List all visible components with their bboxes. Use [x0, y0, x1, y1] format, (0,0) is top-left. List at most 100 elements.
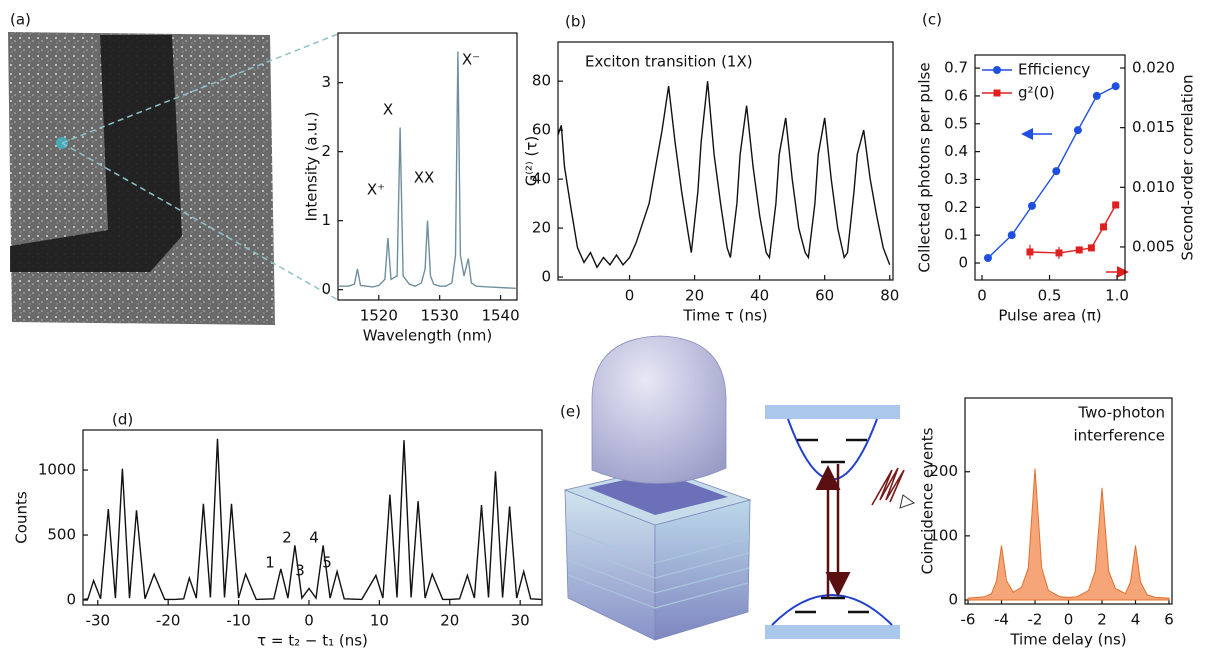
y-tick-label: 100: [929, 526, 958, 544]
y2-tick-label: 0.005: [1132, 237, 1175, 255]
x-axis-label: Pulse area (π): [998, 307, 1101, 325]
point: [1026, 248, 1034, 256]
y-tick-label: 0: [948, 590, 958, 608]
y-tick-label: 60: [532, 121, 551, 139]
x-tick-label: 0: [304, 612, 314, 630]
panel-label: (c): [922, 11, 942, 29]
y-tick-label: 0.3: [944, 170, 968, 188]
point: [1092, 91, 1101, 100]
microscope-image: [8, 32, 275, 325]
x-tick-label: 1530: [421, 307, 459, 325]
x-tick-label: 20: [685, 287, 704, 305]
x-tick-label: 0: [977, 287, 987, 305]
y-tick-label: 200: [929, 462, 958, 480]
x-axis-label: τ = t₂ − t₁ (ns): [257, 632, 368, 650]
x-tick-label: 2: [1097, 611, 1107, 629]
point: [1112, 201, 1120, 209]
x-tick-label: -30: [86, 612, 111, 630]
y-tick-label: 0.2: [944, 198, 968, 216]
point: [1052, 167, 1061, 176]
annotation: X⁻: [462, 51, 480, 69]
annotation: 5: [322, 554, 332, 572]
x-tick-label: -2: [1028, 611, 1043, 629]
annotation: Two-photon: [1077, 404, 1165, 422]
x-tick-label: 0.5: [1038, 287, 1062, 305]
line: [987, 85, 1117, 259]
point: [1027, 201, 1036, 210]
x-tick-label: 0: [625, 287, 635, 305]
annotation: interference: [1073, 427, 1165, 445]
panel-label: (a): [10, 11, 31, 29]
y-axis-label: Collected photons per pulse: [916, 62, 934, 272]
x-tick-label: -10: [226, 612, 251, 630]
y-tick-label: 0: [958, 254, 968, 272]
point: [1055, 249, 1063, 257]
plot-frame: [337, 32, 518, 301]
x-axis-label: Wavelength (nm): [363, 327, 493, 345]
y-axis-label: G⁽²⁾ (τ): [523, 136, 541, 187]
point: [1073, 126, 1082, 135]
legend-marker: [993, 89, 1001, 97]
x-tick-label: 0: [1064, 611, 1074, 629]
point: [1100, 223, 1108, 231]
x-tick-label: 6: [1164, 611, 1174, 629]
chart-title: Exciton transition (1X): [585, 53, 753, 71]
point: [1087, 244, 1095, 252]
point: [1111, 82, 1120, 91]
y-tick-label: 0.4: [944, 142, 968, 160]
x-tick-label: 4: [1131, 611, 1141, 629]
y-tick-label: 40: [532, 170, 551, 188]
area: [967, 468, 1170, 601]
line: [339, 51, 516, 289]
x-axis-label: Time delay (ns): [1009, 631, 1126, 649]
y-tick-label: 0.7: [944, 59, 968, 77]
x-tick-label: 1.0: [1105, 287, 1129, 305]
y-tick-label: 0: [541, 268, 551, 286]
y-axis-label: Intensity (a.u.): [303, 112, 321, 222]
panel-label: (b): [565, 13, 586, 31]
annotation: 4: [309, 529, 319, 547]
x-tick-label: 10: [370, 612, 389, 630]
legend-label: g²(0): [1018, 84, 1055, 102]
y-tick-label: 0.6: [944, 86, 968, 104]
x-tick-label: 30: [511, 612, 530, 630]
x-axis-label: Time τ (ns): [682, 307, 767, 325]
legend-label: Efficiency: [1018, 61, 1090, 79]
annotation: 2: [282, 529, 292, 547]
y-tick-label: 20: [532, 219, 551, 237]
x-tick-label: -4: [994, 611, 1009, 629]
zoom-connector: [61, 142, 339, 301]
y2-axis-label: Second-order correlation: [1179, 74, 1197, 260]
y2-tick-label: 0.020: [1132, 59, 1175, 77]
line: [83, 438, 542, 601]
x-tick-label: 1540: [481, 307, 519, 325]
y-tick-label: 1: [321, 211, 331, 229]
line: [1029, 204, 1117, 254]
annotation: X: [383, 101, 393, 119]
y-tick-label: 3: [321, 73, 331, 91]
y-tick-label: 0: [321, 280, 331, 298]
y-tick-label: 0: [66, 591, 76, 609]
panel-label: (e): [560, 403, 581, 421]
x-tick-label: -6: [961, 611, 976, 629]
point: [1075, 246, 1083, 254]
y2-tick-label: 0.015: [1132, 118, 1175, 136]
y2-tick-label: 0.010: [1132, 178, 1175, 196]
y-tick-label: 0.5: [944, 114, 968, 132]
x-tick-label: 60: [815, 287, 834, 305]
panel-label: (d): [112, 411, 133, 429]
point: [983, 254, 992, 263]
annotation: XX: [414, 169, 435, 187]
legend-marker: [993, 66, 1001, 74]
y-tick-label: 80: [532, 72, 551, 90]
x-tick-label: 40: [750, 287, 769, 305]
energy-diagram: [765, 405, 916, 639]
y-tick-label: 500: [47, 526, 76, 544]
x-tick-label: 80: [880, 287, 899, 305]
x-tick-label: 1520: [360, 307, 398, 325]
annotation: 3: [295, 562, 305, 580]
y-axis-label: Coincidence events: [919, 427, 937, 574]
plot-frame: [82, 429, 543, 606]
x-tick-label: -20: [156, 612, 181, 630]
